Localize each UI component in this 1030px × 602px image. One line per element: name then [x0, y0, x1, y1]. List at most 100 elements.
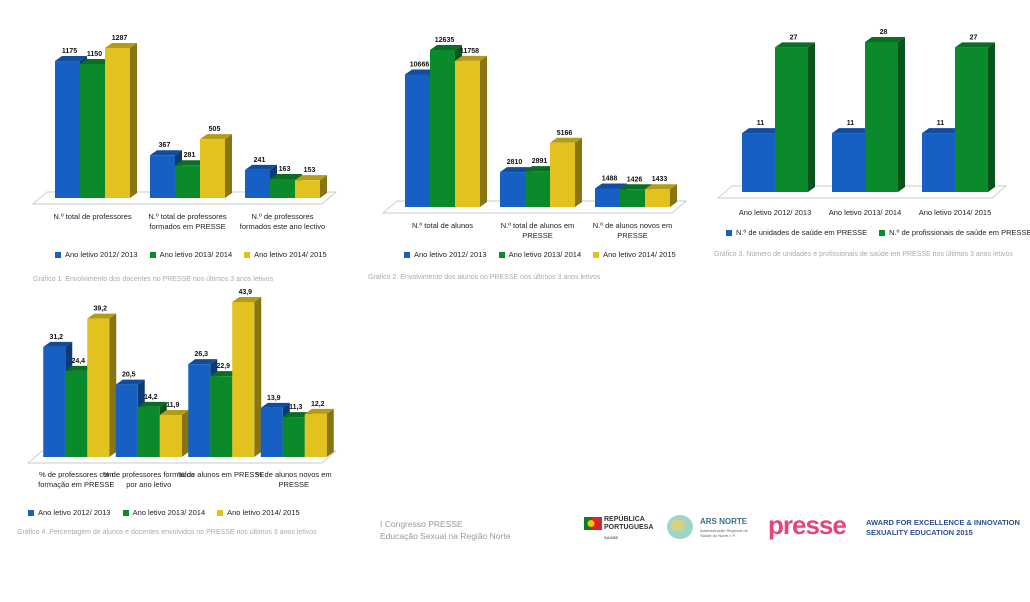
bar	[80, 63, 105, 199]
bar	[260, 407, 283, 457]
value-label: 11	[847, 120, 855, 127]
x-tick-label: N.º de professores formados este ano lec…	[239, 212, 326, 231]
legend-label: Ano letivo 2013/ 2014	[508, 250, 582, 259]
value-label: 11	[757, 120, 765, 127]
bar-top	[775, 42, 815, 48]
bar	[955, 47, 988, 192]
legend-label: N.º de profissionais de saúde em PRESSE	[889, 228, 1030, 237]
legend: N.º de unidades de saúde em PRESSE N.º de…	[726, 228, 1030, 237]
bar-top	[150, 150, 182, 156]
value-label: 367	[159, 142, 171, 149]
bar-side	[326, 408, 334, 457]
bar-top	[742, 128, 782, 134]
value-label: 1175	[62, 48, 77, 55]
legend-label: Ano letivo 2012/ 2013	[414, 250, 487, 259]
bar	[500, 172, 525, 207]
legend-swatch	[149, 252, 156, 259]
value-label: 1488	[602, 176, 618, 183]
legend-swatch	[55, 252, 61, 259]
bar-side	[575, 137, 582, 207]
logo-ars-icon	[667, 515, 693, 539]
bar	[550, 142, 575, 207]
bar	[105, 48, 130, 198]
legend-item: N.º de unidades de saúde em PRESSE	[726, 228, 867, 237]
x-tick-label: N.º de alunos novos em PRESSE	[592, 221, 673, 240]
bar	[775, 47, 808, 192]
value-label: 1287	[112, 35, 128, 42]
value-label: 31,2	[49, 334, 63, 341]
x-tick-label: N.º total de alunos em PRESSE	[500, 221, 575, 240]
logo-award: SEXUALITY EDUCATION 2015	[866, 528, 973, 537]
legend-swatch	[404, 252, 410, 259]
value-label: 11,9	[166, 402, 179, 409]
value-label: 12635	[435, 37, 455, 44]
bar	[832, 133, 865, 192]
value-label: 39,2	[93, 306, 107, 313]
footer: I Congresso PRESSE Educação Sexual na Re…	[380, 518, 510, 542]
bar-top	[115, 379, 145, 385]
legend-label: Ano letivo 2013/ 2014	[159, 250, 233, 259]
bar-top	[645, 184, 677, 190]
x-tick-label: % de alunos novos em PRESSE	[255, 470, 332, 489]
legend-swatch	[879, 230, 886, 237]
x-tick-label: N.º total de alunos	[411, 221, 474, 230]
bar-side	[988, 42, 995, 192]
bar	[304, 413, 327, 457]
value-label: 10666	[410, 61, 430, 68]
legend-label: Ano letivo 2012/ 2013	[65, 250, 138, 259]
bar	[210, 376, 233, 457]
value-label: 13,9	[267, 395, 281, 402]
bar	[150, 155, 175, 198]
bar	[525, 171, 550, 207]
x-tick-label: Ano letivo 2013/ 2014	[828, 208, 902, 217]
bar-top	[865, 37, 905, 42]
bar-top	[270, 174, 302, 180]
logo-award: AWARD FOR EXCELLENCE & INNOVATION	[866, 518, 1020, 527]
bar	[620, 189, 645, 207]
value-label: 24,4	[71, 358, 85, 365]
bar-top	[405, 69, 437, 75]
bar-top	[282, 412, 312, 418]
caption: Gráfico 1. Envolvimento dos docentes no …	[33, 276, 274, 283]
bar-top	[232, 297, 262, 302]
bar	[115, 384, 138, 457]
legend-item: Ano letivo 2013/ 2014	[498, 250, 582, 259]
value-label: 11	[937, 120, 945, 127]
legend-item: Ano letivo 2012/ 2013	[55, 250, 138, 259]
bar	[430, 50, 455, 207]
footer-line: Educação Sexual na Região Norte	[380, 531, 511, 541]
bar	[405, 74, 430, 207]
caption: Gráfico 2. Envolvimento dos alunos no PR…	[368, 274, 601, 281]
bar-top	[188, 359, 218, 365]
value-label: 11758	[460, 48, 479, 55]
bar-top	[550, 137, 582, 143]
caption: Gráfico 3. Número de unidades e profissi…	[714, 251, 1013, 258]
bar-top	[159, 409, 189, 415]
bar	[455, 60, 480, 207]
value-label: 27	[790, 34, 798, 41]
bar	[188, 364, 211, 457]
bar-side	[480, 55, 487, 207]
bar-side	[320, 175, 327, 198]
value-label: 22,9	[216, 363, 230, 370]
legend-swatch	[726, 230, 732, 237]
bar	[742, 133, 775, 192]
bar	[865, 42, 898, 192]
legend-swatch	[28, 510, 34, 517]
value-label: 163	[279, 166, 291, 173]
value-label: 1426	[627, 176, 643, 183]
legend-label: Ano letivo 2012/ 2013	[38, 508, 111, 517]
value-label: 14,2	[144, 394, 158, 401]
value-label: 5166	[557, 130, 573, 137]
bar-top	[175, 160, 207, 166]
bar	[270, 179, 295, 198]
x-tick-label: Ano letivo 2014/ 2015	[918, 208, 992, 217]
logo-flag	[584, 517, 602, 530]
legend-item: Ano letivo 2013/ 2014	[122, 508, 205, 517]
bar-top	[80, 58, 112, 64]
value-label: 43,9	[238, 289, 252, 296]
bar-top	[65, 365, 95, 371]
legend-label: N.º de unidades de saúde em PRESSE	[736, 228, 868, 237]
bar-side	[181, 409, 189, 457]
